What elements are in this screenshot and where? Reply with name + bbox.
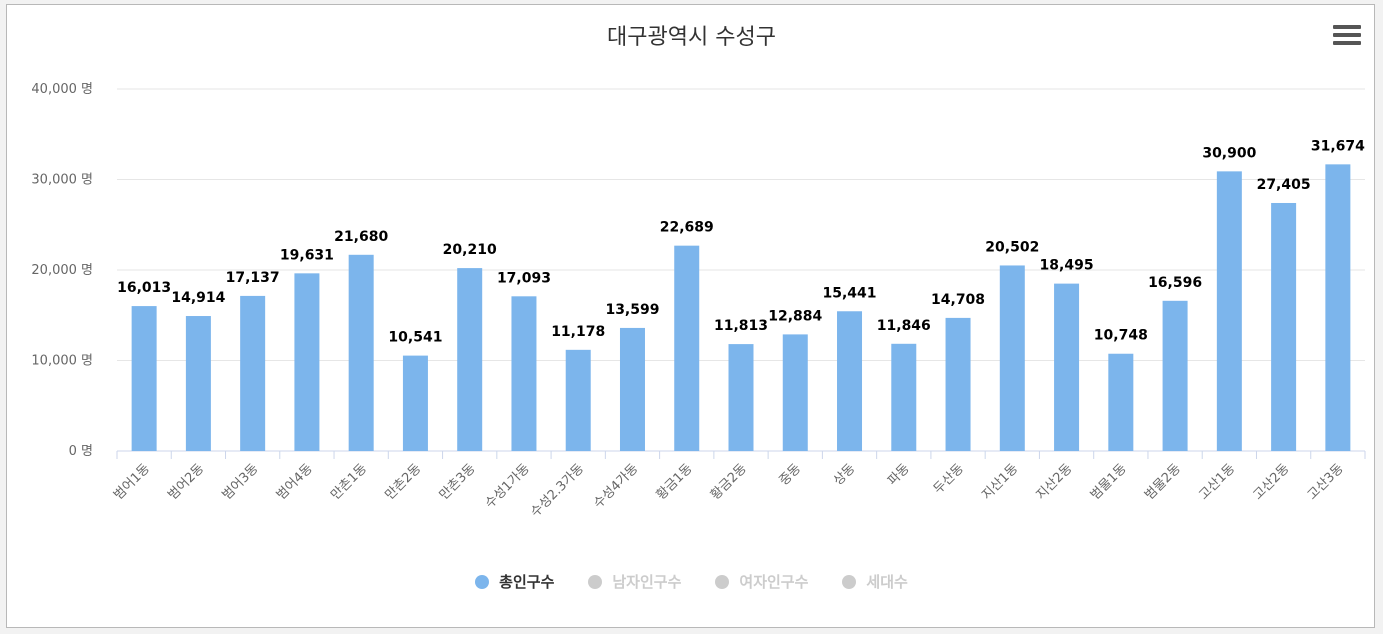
bar[interactable] — [674, 245, 700, 451]
x-tick-label: 지산1동 — [979, 461, 1021, 503]
bar[interactable] — [1216, 171, 1242, 452]
bar-chart: 0 명 10,000 명 20,000 명 30,000 명 40,000 명 16,01… — [31, 82, 1366, 520]
bar[interactable] — [294, 273, 320, 451]
x-tick-label: 고산2동 — [1251, 461, 1293, 503]
bar[interactable] — [565, 349, 591, 451]
data-label: 17,093 — [497, 270, 551, 286]
data-label: 20,210 — [443, 242, 497, 258]
data-label: 11,846 — [877, 318, 931, 334]
bar[interactable] — [402, 355, 428, 451]
x-tick-label: 범어1동 — [111, 461, 153, 503]
x-tick-label: 두산동 — [931, 461, 967, 497]
bar[interactable] — [240, 295, 266, 451]
legend-dot-icon — [475, 574, 490, 589]
x-tick-label: 범어3동 — [220, 461, 262, 503]
legend-dot-icon — [715, 574, 730, 589]
x-tick-label: 범물2동 — [1142, 461, 1184, 503]
data-label: 15,441 — [823, 285, 877, 301]
x-tick-label: 만촌2동 — [382, 461, 424, 503]
data-label: 21,680 — [334, 229, 388, 245]
legend-item[interactable]: 남자인구수 — [588, 571, 681, 592]
x-tick-label: 지산2동 — [1034, 461, 1076, 503]
bar[interactable] — [131, 306, 157, 451]
data-label: 30,900 — [1202, 145, 1256, 161]
bar[interactable] — [511, 296, 537, 451]
data-label: 16,596 — [1148, 275, 1202, 291]
x-tick-label: 수성1가동 — [482, 461, 532, 511]
bar[interactable] — [1325, 164, 1351, 452]
legend-label: 총인구수 — [499, 573, 555, 591]
bar[interactable] — [1162, 300, 1188, 451]
y-tick-label: 10,000 명 — [31, 354, 93, 369]
data-label: 11,178 — [551, 324, 605, 340]
data-label: 16,013 — [117, 280, 171, 296]
data-label: 18,495 — [1040, 258, 1094, 274]
x-tick-label: 파동 — [885, 461, 913, 489]
bar[interactable] — [348, 254, 374, 451]
x-tick-label: 만촌3동 — [437, 461, 479, 503]
bar[interactable] — [728, 344, 754, 451]
data-label: 14,914 — [171, 290, 225, 306]
data-label: 22,689 — [660, 220, 714, 236]
data-label: 31,674 — [1311, 138, 1365, 154]
data-label: 12,884 — [768, 308, 822, 324]
data-label: 13,599 — [605, 302, 659, 318]
legend-label: 여자인구수 — [739, 573, 809, 591]
data-label: 27,405 — [1257, 177, 1311, 193]
legend-item[interactable]: 세대수 — [842, 571, 908, 592]
data-label: 17,137 — [226, 270, 280, 286]
bar[interactable] — [782, 334, 808, 451]
x-tick-label: 고산1동 — [1196, 461, 1238, 503]
x-tick-label: 중동 — [777, 461, 805, 489]
legend-label: 세대수 — [866, 573, 908, 591]
x-tick-label: 수성2.3가동 — [528, 461, 587, 520]
legend-item[interactable]: 여자인구수 — [715, 571, 808, 592]
legend-dot-icon — [588, 574, 603, 589]
x-tick-label: 범어2동 — [165, 461, 207, 503]
data-label: 20,502 — [985, 239, 1039, 255]
x-tick-label: 황금2동 — [708, 461, 750, 503]
bar[interactable] — [1054, 283, 1080, 451]
y-tick-label: 40,000 명 — [31, 82, 93, 97]
bar[interactable] — [619, 327, 645, 451]
y-tick-label: 30,000 명 — [31, 173, 93, 188]
x-tick-label: 범어4동 — [274, 461, 316, 503]
chart-title: 대구광역시 수성구 — [607, 25, 776, 50]
data-label: 11,813 — [714, 318, 768, 334]
bar[interactable] — [1271, 202, 1297, 451]
data-label: 10,748 — [1094, 328, 1148, 344]
bar[interactable] — [457, 268, 483, 451]
x-tick-label: 범물1동 — [1088, 461, 1130, 503]
x-tick-label: 고산3동 — [1305, 461, 1347, 503]
legend-item[interactable]: 총인구수 — [475, 571, 554, 592]
x-tick-label: 수성4가동 — [591, 461, 641, 511]
data-label: 14,708 — [931, 292, 985, 308]
y-tick-label: 0 명 — [69, 444, 93, 459]
bar[interactable] — [837, 311, 863, 451]
bar[interactable] — [891, 343, 917, 451]
y-tick-label: 20,000 명 — [31, 263, 93, 278]
chart-container: 대구광역시 수성구 0 명 10,000 명 20,000 명 30,000 명 40,… — [6, 4, 1375, 628]
hamburger-menu-icon[interactable] — [1333, 25, 1361, 49]
bar[interactable] — [945, 317, 971, 451]
legend-label: 남자인구수 — [612, 573, 682, 591]
bar[interactable] — [1108, 353, 1134, 451]
chart-legend: 총인구수 남자인구수 여자인구수 세대수 — [7, 571, 1376, 592]
bar[interactable] — [185, 316, 211, 451]
x-tick-label: 만촌1동 — [328, 461, 370, 503]
x-tick-label: 황금1동 — [654, 461, 696, 503]
bar[interactable] — [999, 265, 1025, 451]
x-tick-label: 상동 — [831, 461, 859, 489]
data-label: 19,631 — [280, 247, 334, 263]
data-label: 10,541 — [388, 330, 442, 346]
legend-dot-icon — [842, 574, 857, 589]
